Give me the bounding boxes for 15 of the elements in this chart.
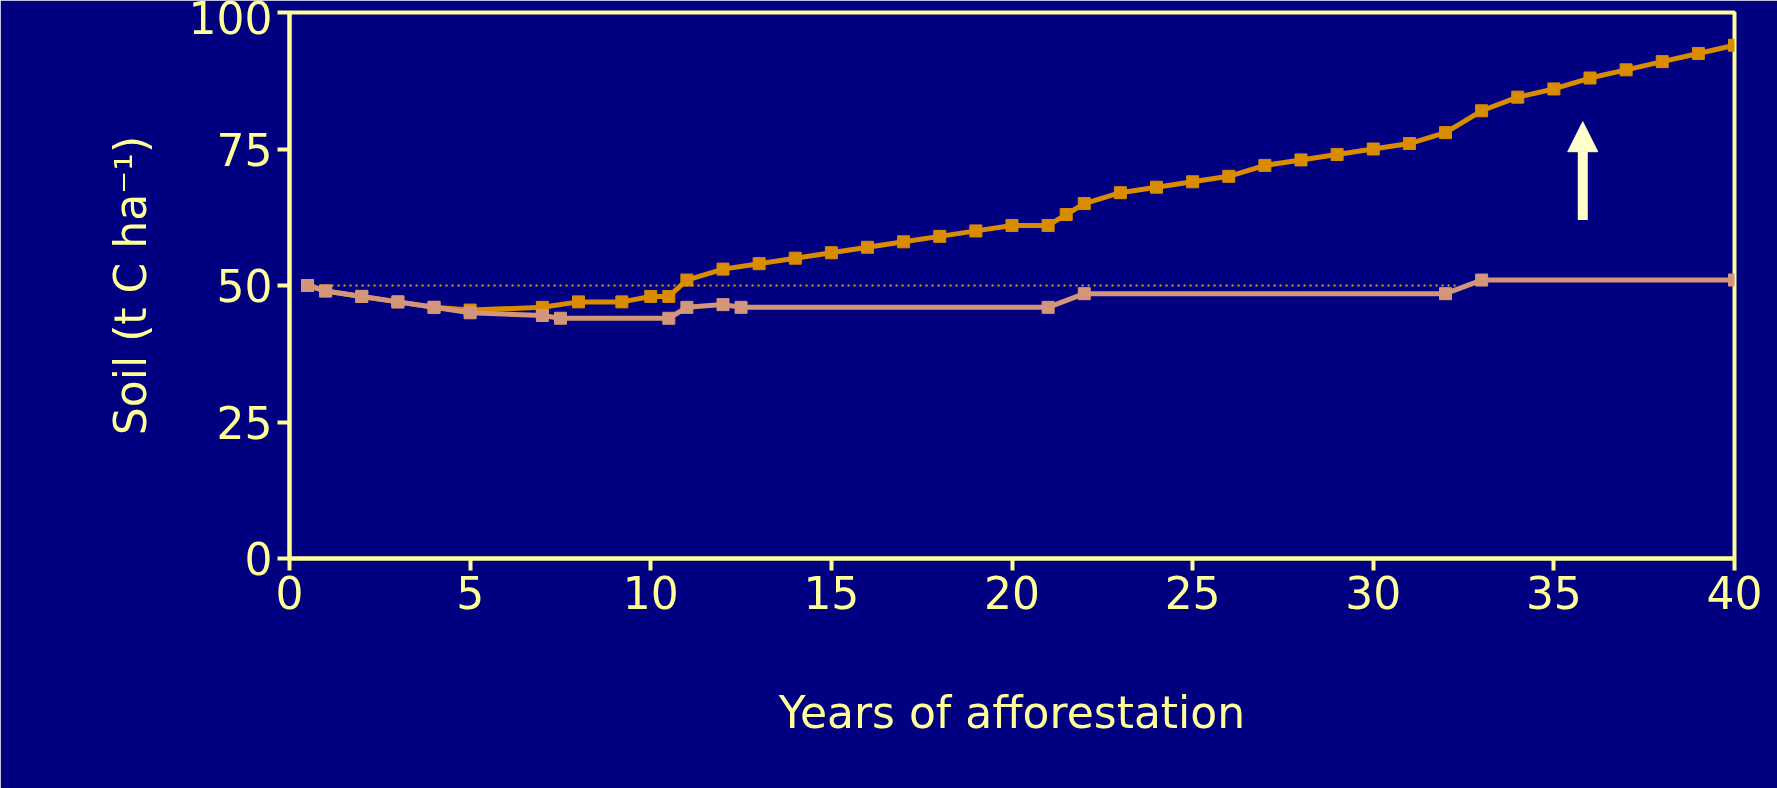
y-tick-label: 50 — [216, 261, 273, 312]
x-tick-label: 30 — [1345, 567, 1402, 619]
x-tick-label: 35 — [1525, 567, 1582, 619]
x-tick-label: 20 — [984, 567, 1041, 619]
x-tick-label: 40 — [1706, 567, 1763, 619]
y-tick-label: 0 — [244, 534, 273, 585]
y-tick-label: 25 — [216, 397, 273, 449]
y-tick-label: 75 — [216, 124, 273, 176]
x-tick-label: 10 — [622, 567, 679, 619]
x-axis-title: Years of afforestation — [777, 686, 1246, 738]
x-tick-label: 5 — [456, 567, 485, 619]
x-tick-label: 15 — [803, 567, 860, 619]
y-tick-label: 100 — [188, 0, 273, 44]
x-tick-label: 25 — [1164, 567, 1221, 619]
y-axis-title: Soil (t C ha⁻¹) — [104, 135, 156, 436]
